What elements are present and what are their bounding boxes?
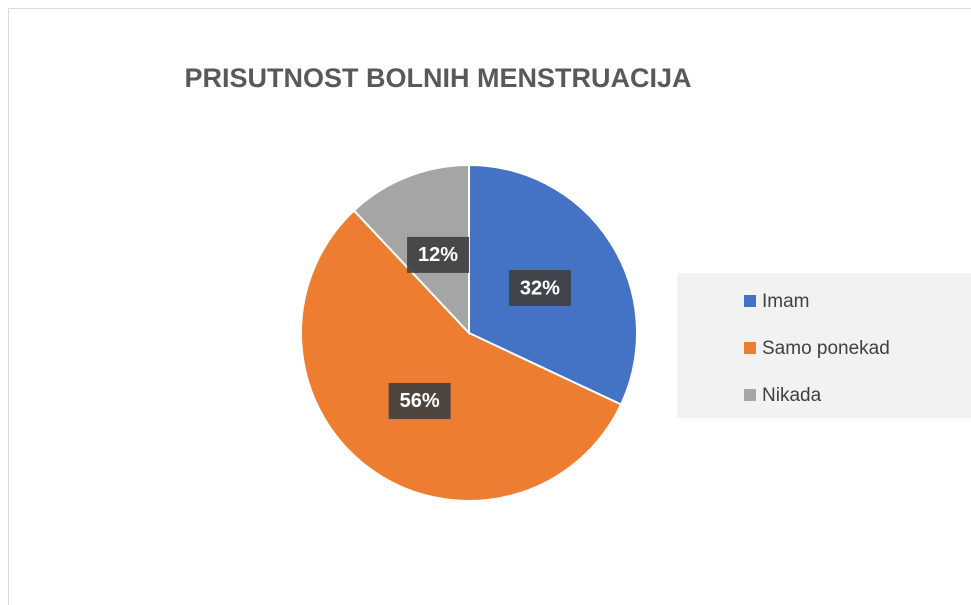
data-label-box <box>508 269 571 306</box>
legend-swatch <box>744 295 756 307</box>
legend-box <box>677 273 971 418</box>
chart-title: PRISUTNOST BOLNIH MENSTRUACIJA <box>184 63 691 93</box>
legend-swatch <box>744 389 756 401</box>
data-label-box <box>407 236 470 273</box>
data-label: 32% <box>520 277 560 299</box>
legend-label: Samo ponekad <box>762 338 890 359</box>
legend-label: Imam <box>762 291 810 312</box>
legend-swatch <box>744 342 756 354</box>
pie-slice <box>300 209 623 502</box>
data-label: 12% <box>418 244 458 266</box>
data-label: 56% <box>400 390 440 412</box>
legend-label: Nikada <box>762 385 822 406</box>
data-label-box <box>388 382 451 419</box>
